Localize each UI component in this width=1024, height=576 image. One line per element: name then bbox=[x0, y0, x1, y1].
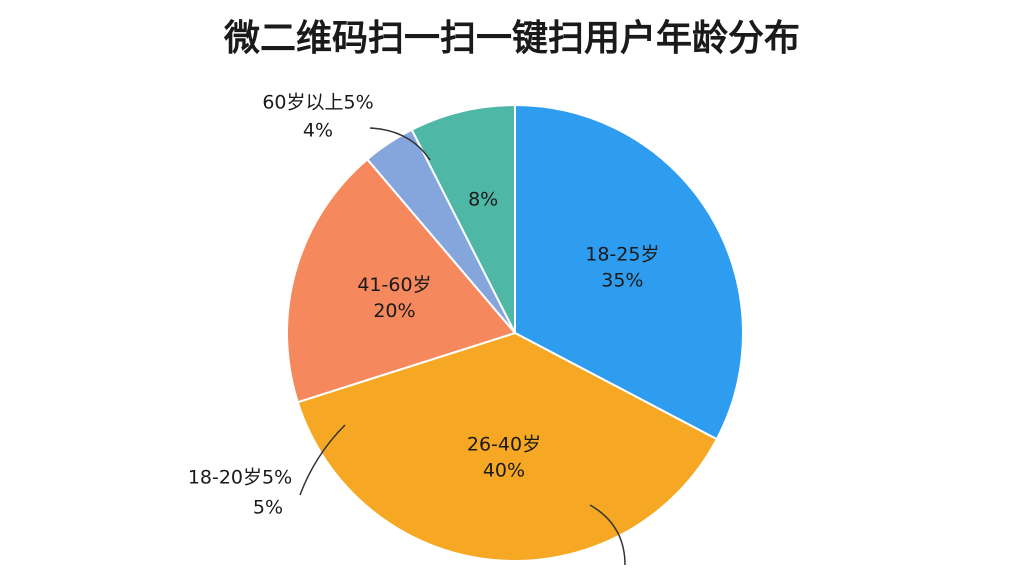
category-label: 41-60岁 bbox=[357, 274, 431, 296]
pie-slice bbox=[410, 103, 516, 334]
category-label: 26-40岁 bbox=[467, 433, 541, 455]
pie bbox=[286, 103, 744, 562]
annotation: 60岁以上5% bbox=[262, 92, 373, 114]
arrow bbox=[369, 127, 431, 161]
category-label: 18-25岁 bbox=[585, 244, 659, 266]
annotation: 5% bbox=[253, 497, 283, 519]
annotation: 18-20岁5% bbox=[188, 467, 292, 489]
value-label: 40% bbox=[483, 459, 525, 481]
arrow bbox=[299, 424, 346, 496]
value-label: 8% bbox=[468, 188, 498, 210]
pie-slice bbox=[514, 103, 744, 441]
value-label: 4% bbox=[303, 120, 333, 142]
chart-title: 微二维码扫一扫一键扫用户年龄分布 bbox=[223, 18, 800, 59]
pie-slice bbox=[286, 157, 517, 404]
arrow bbox=[589, 504, 626, 566]
pie-slice bbox=[296, 331, 719, 562]
value-label: 35% bbox=[601, 270, 643, 292]
value-label: 20% bbox=[373, 300, 415, 322]
